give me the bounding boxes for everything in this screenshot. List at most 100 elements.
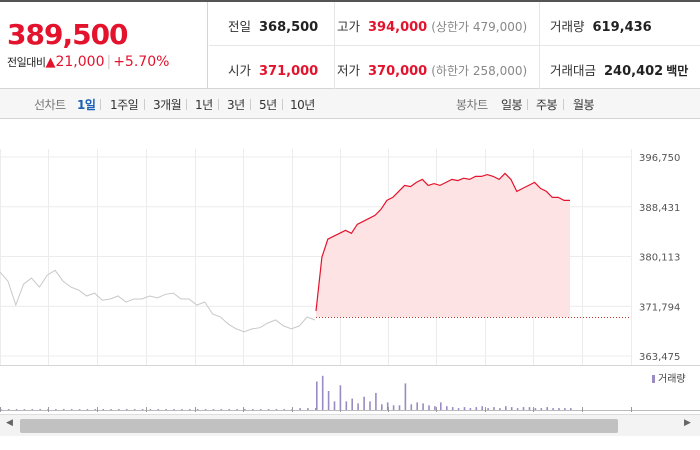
volume-bar [487,408,489,410]
scroll-thumb[interactable] [20,419,618,433]
y-tick-label: 371,794 [639,302,680,313]
volume-bar [157,409,160,411]
volume-bar [363,396,365,410]
volume-bar [86,409,89,411]
volume-bar [333,401,336,410]
volume-bar [410,404,413,410]
today-area [316,173,570,317]
stat-label: 거래량 [550,19,585,34]
volume-bar [204,409,207,411]
volume-bar [434,406,436,410]
volume-bar [47,409,49,411]
stat-turnover: 거래대금 240,402 백만 [550,60,688,79]
volume-bar [564,408,566,410]
tab-3years[interactable]: 3년 [227,98,245,112]
volume-legend-swatch [652,375,655,383]
divider: | [106,54,112,70]
tab-weekly-candle[interactable]: 주봉 [536,98,558,112]
volume-bar [244,409,246,411]
stat-label: 거래대금 [550,63,597,78]
stat-label: 시가 [228,63,252,78]
volume-bar [181,409,183,411]
tab-5years[interactable]: 5년 [259,98,277,112]
volume-bar [133,409,136,411]
volume-bar [267,409,270,411]
volume-bar [475,407,478,410]
change-amount: 21,000 [55,54,105,70]
volume-bar [522,407,525,410]
tab-separator [100,99,101,110]
stat-value: 619,436 [592,20,652,35]
volume-bar [369,401,371,410]
volume-bar [118,409,120,411]
scroll-right-arrow-icon[interactable]: ▶ [684,418,691,428]
tab-daily-candle[interactable]: 일봉 [501,98,523,112]
tab-1week[interactable]: 1주일 [110,98,139,112]
volume-bar [275,409,278,411]
stat-value: 370,000 [368,64,428,79]
stat-value: 368,500 [259,20,319,35]
volume-bar [381,404,383,410]
volume-bar [78,409,81,411]
stat-label: 고가 [337,19,361,34]
volume-bar [220,409,223,411]
lower-limit: (하한가 258,000) [431,64,528,78]
tab-1year[interactable]: 1년 [195,98,213,112]
volume-legend-label: 거래량 [658,373,686,385]
volume-bar [196,409,199,411]
volume-bar [39,409,41,411]
change-label: 전일대비 [7,56,46,69]
volume-bar [469,408,472,410]
volume-bar [228,409,230,411]
volume-bar [422,403,424,410]
y-axis: 396,750 388,431 380,113 371,794 363,475 [639,153,680,363]
volume-bar [351,398,353,410]
previous-day-line [0,269,316,333]
tab-3months[interactable]: 3개월 [153,98,182,112]
tab-1day[interactable]: 1일 [77,98,96,112]
volume-bar [31,409,34,411]
scroll-left-arrow-icon[interactable]: ◀ [6,418,13,428]
tab-10years[interactable]: 10년 [290,98,315,112]
volume-bar [102,409,104,411]
volume-bar [307,408,309,410]
volume-bar [493,407,495,410]
upper-limit: (상한가 479,000) [431,20,528,34]
volume-bar [316,381,318,410]
volume-bar [398,405,401,411]
volume-bar [212,409,215,411]
tab-separator [527,99,528,110]
volume-bar [516,408,519,410]
volume-bar [7,409,10,411]
volume-bar [63,409,65,411]
chart-scrollbar[interactable]: ◀ ▶ [0,414,700,436]
volume-bar [392,405,395,411]
tab-separator [282,99,283,110]
stat-prev-close: 전일 368,500 [228,16,318,35]
volume-bar [189,409,191,411]
stat-high: 고가 394,000 (상한가 479,000) [337,16,527,35]
volume-bar [416,402,418,410]
today-price-line [315,172,570,312]
volume-bar [546,407,548,410]
volume-bar [481,406,483,410]
volume-bar [0,409,2,411]
tab-monthly-candle[interactable]: 월봉 [573,98,595,112]
tab-separator [144,99,145,110]
stat-low: 저가 370,000 (하한가 258,000) [337,60,527,79]
volume-bar [15,409,18,411]
volume-bar [499,408,501,410]
volume-bar [386,402,389,410]
price-chart[interactable]: 396,750 388,431 380,113 371,794 363,475 거래량 [0,119,700,414]
volume-bar [94,409,97,411]
stat-value: 394,000 [368,20,428,35]
volume-bar [315,408,317,410]
volume-bar [110,409,112,411]
tab-separator [186,99,187,110]
volume-bar [534,408,537,410]
volume-bar [505,406,507,410]
volume-bar [70,409,73,411]
volume-bar [141,409,144,411]
candle-chart-heading: 봉차트 [456,98,488,112]
volume-bar [540,408,543,410]
